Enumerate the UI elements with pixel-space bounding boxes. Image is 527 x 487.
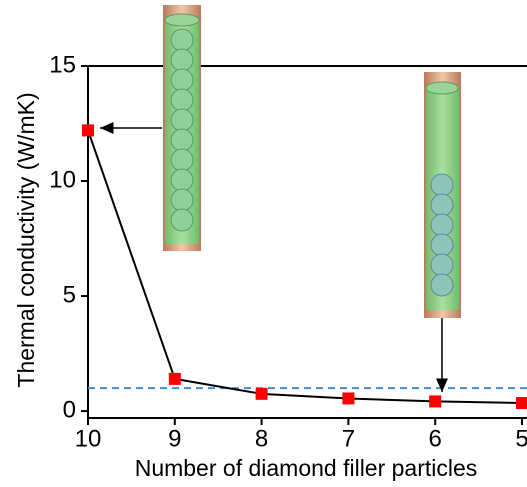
- series-line: [87, 130, 523, 405]
- illustration-10: [163, 5, 201, 251]
- y-tick-label: 5: [63, 281, 76, 308]
- marker: [516, 397, 527, 410]
- illustration-6: [424, 72, 461, 318]
- x-tick-label: 6: [429, 425, 442, 452]
- marker: [429, 395, 442, 408]
- plot-area: 0 5 10 15 10 9 8 7 6 5: [49, 51, 527, 452]
- x-axis-label: Number of diamond filler particles: [135, 455, 478, 481]
- x-tick-label: 10: [75, 425, 102, 452]
- x-tick-label: 8: [255, 425, 268, 452]
- marker: [82, 124, 94, 137]
- y-axis-label: Thermal conductivity (W/mK): [13, 92, 39, 387]
- plot-frame: [87, 65, 527, 419]
- marker: [255, 387, 268, 400]
- y-tick-label: 0: [63, 396, 76, 423]
- marker: [342, 392, 355, 405]
- y-tick-label: 15: [49, 51, 76, 78]
- marker: [168, 372, 181, 385]
- x-tick-label: 9: [168, 425, 181, 452]
- x-tick-label: 5: [515, 425, 527, 452]
- x-tick-label: 7: [342, 425, 355, 452]
- y-tick-label: 10: [49, 166, 76, 193]
